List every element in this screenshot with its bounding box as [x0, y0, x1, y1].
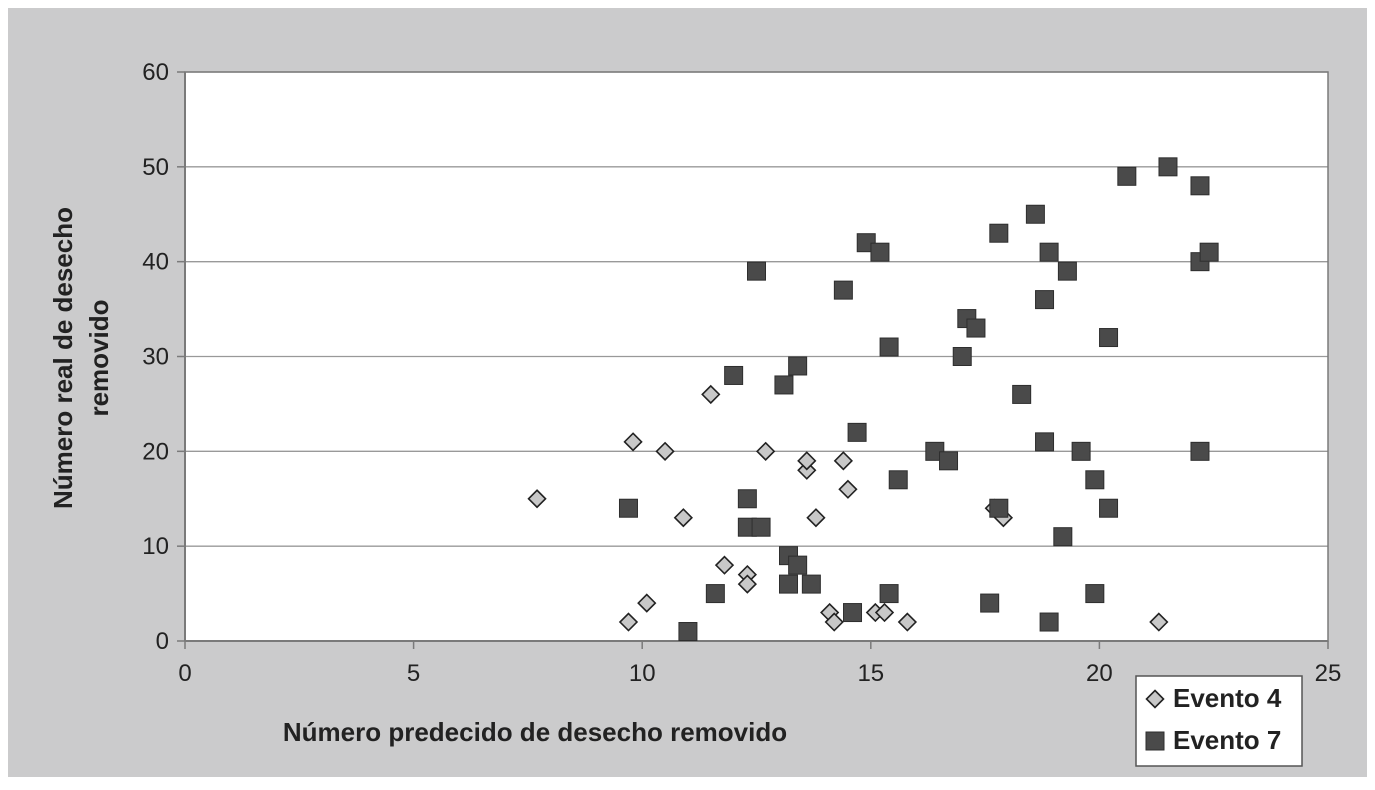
data-point-square	[843, 603, 863, 623]
data-point-square	[1035, 290, 1055, 310]
x-tick-label: 20	[1086, 660, 1113, 687]
data-point-square	[952, 347, 972, 366]
data-point-diamond	[874, 602, 895, 623]
data-point-square	[737, 489, 757, 509]
data-point-square	[1099, 328, 1119, 348]
data-point-diamond	[806, 508, 826, 528]
data-point-diamond	[797, 451, 817, 471]
y-axis-title-line-2: removido	[84, 299, 114, 416]
data-point-square	[678, 622, 698, 642]
data-point-square	[1190, 176, 1210, 196]
data-point-diamond	[756, 441, 776, 461]
y-tick-label: 30	[142, 344, 169, 371]
data-point-square	[788, 555, 808, 575]
data-point-square	[1012, 384, 1032, 404]
data-point-square	[788, 356, 808, 376]
data-point-square	[618, 498, 638, 518]
data-point-square	[1158, 157, 1178, 177]
data-point-square	[779, 574, 799, 594]
data-point-diamond	[673, 508, 693, 528]
data-point-diamond	[618, 612, 639, 632]
data-point-diamond	[714, 555, 735, 575]
data-point-square	[751, 517, 771, 537]
data-points	[527, 157, 1219, 642]
data-point-square	[1190, 441, 1210, 461]
y-axis-title: Número real de desecho removido	[48, 207, 114, 509]
data-point-square	[980, 593, 1000, 613]
legend-item-evento-7: Evento 7	[1145, 725, 1281, 755]
data-point-diamond	[833, 451, 853, 471]
data-point-square	[939, 451, 959, 471]
y-tick-label: 50	[142, 154, 169, 181]
legend-marker-diamond	[1145, 689, 1165, 709]
data-point-square	[801, 574, 821, 594]
data-point-square	[1039, 612, 1059, 632]
data-point-square	[1035, 432, 1055, 452]
data-point-square	[870, 242, 890, 262]
data-point-square	[1117, 166, 1137, 186]
x-tick-label: 0	[178, 660, 191, 687]
data-point-diamond	[637, 593, 657, 613]
data-point-square	[1071, 441, 1091, 461]
y-axis-ticks: 0 10 20 30 40 50 60	[142, 59, 185, 655]
y-tick-label: 10	[142, 533, 169, 560]
x-tick-label: 25	[1315, 660, 1342, 687]
data-point-square	[1085, 584, 1105, 604]
x-tick-label: 5	[407, 660, 420, 687]
x-axis-title: Número predecido de desecho removido	[283, 717, 787, 747]
legend-marker-square	[1145, 731, 1165, 751]
data-point-square	[989, 223, 1009, 243]
data-point-square	[724, 365, 744, 385]
data-point-diamond	[655, 441, 675, 461]
data-point-diamond	[824, 612, 844, 632]
legend-label-evento-4: Evento 4	[1173, 683, 1282, 713]
y-tick-label: 40	[142, 249, 169, 276]
data-point-square	[847, 422, 867, 442]
x-tick-label: 10	[629, 660, 656, 687]
series-evento-4	[527, 384, 1169, 632]
y-tick-label: 0	[156, 628, 169, 655]
series-evento-7	[618, 157, 1219, 642]
legend-item-evento-4: Evento 4	[1145, 683, 1282, 713]
data-point-square	[1085, 470, 1105, 490]
data-point-square	[833, 280, 853, 300]
legend-label-evento-7: Evento 7	[1173, 725, 1281, 755]
data-point-square	[1053, 527, 1073, 547]
legend: Evento 4 Evento 7	[1135, 675, 1303, 767]
data-point-square	[1057, 261, 1077, 281]
x-axis-ticks: 0 5 10 15 20 25	[178, 641, 1341, 687]
legend-box	[1135, 675, 1303, 767]
y-axis-title-line-1: Número real de desecho	[48, 207, 78, 509]
data-point-square	[747, 261, 766, 281]
x-tick-label: 15	[857, 660, 884, 687]
data-point-square	[1039, 242, 1059, 262]
data-point-diamond	[1149, 612, 1169, 632]
data-point-square	[966, 318, 986, 338]
data-point-diamond	[623, 432, 643, 452]
y-tick-label: 60	[142, 59, 169, 86]
data-point-square	[1099, 498, 1119, 518]
y-tick-label: 20	[142, 438, 169, 465]
data-point-square	[1199, 242, 1219, 262]
data-point-diamond	[838, 479, 858, 499]
data-point-diamond	[701, 384, 721, 405]
data-point-square	[774, 375, 794, 395]
data-point-square	[888, 470, 908, 490]
data-point-square	[989, 498, 1009, 518]
data-point-diamond	[897, 612, 918, 632]
data-point-diamond	[737, 574, 757, 594]
data-point-square	[879, 337, 899, 357]
data-point-square	[705, 584, 725, 604]
data-point-square	[1025, 204, 1045, 224]
data-point-square	[879, 584, 899, 604]
data-point-diamond	[527, 489, 547, 509]
